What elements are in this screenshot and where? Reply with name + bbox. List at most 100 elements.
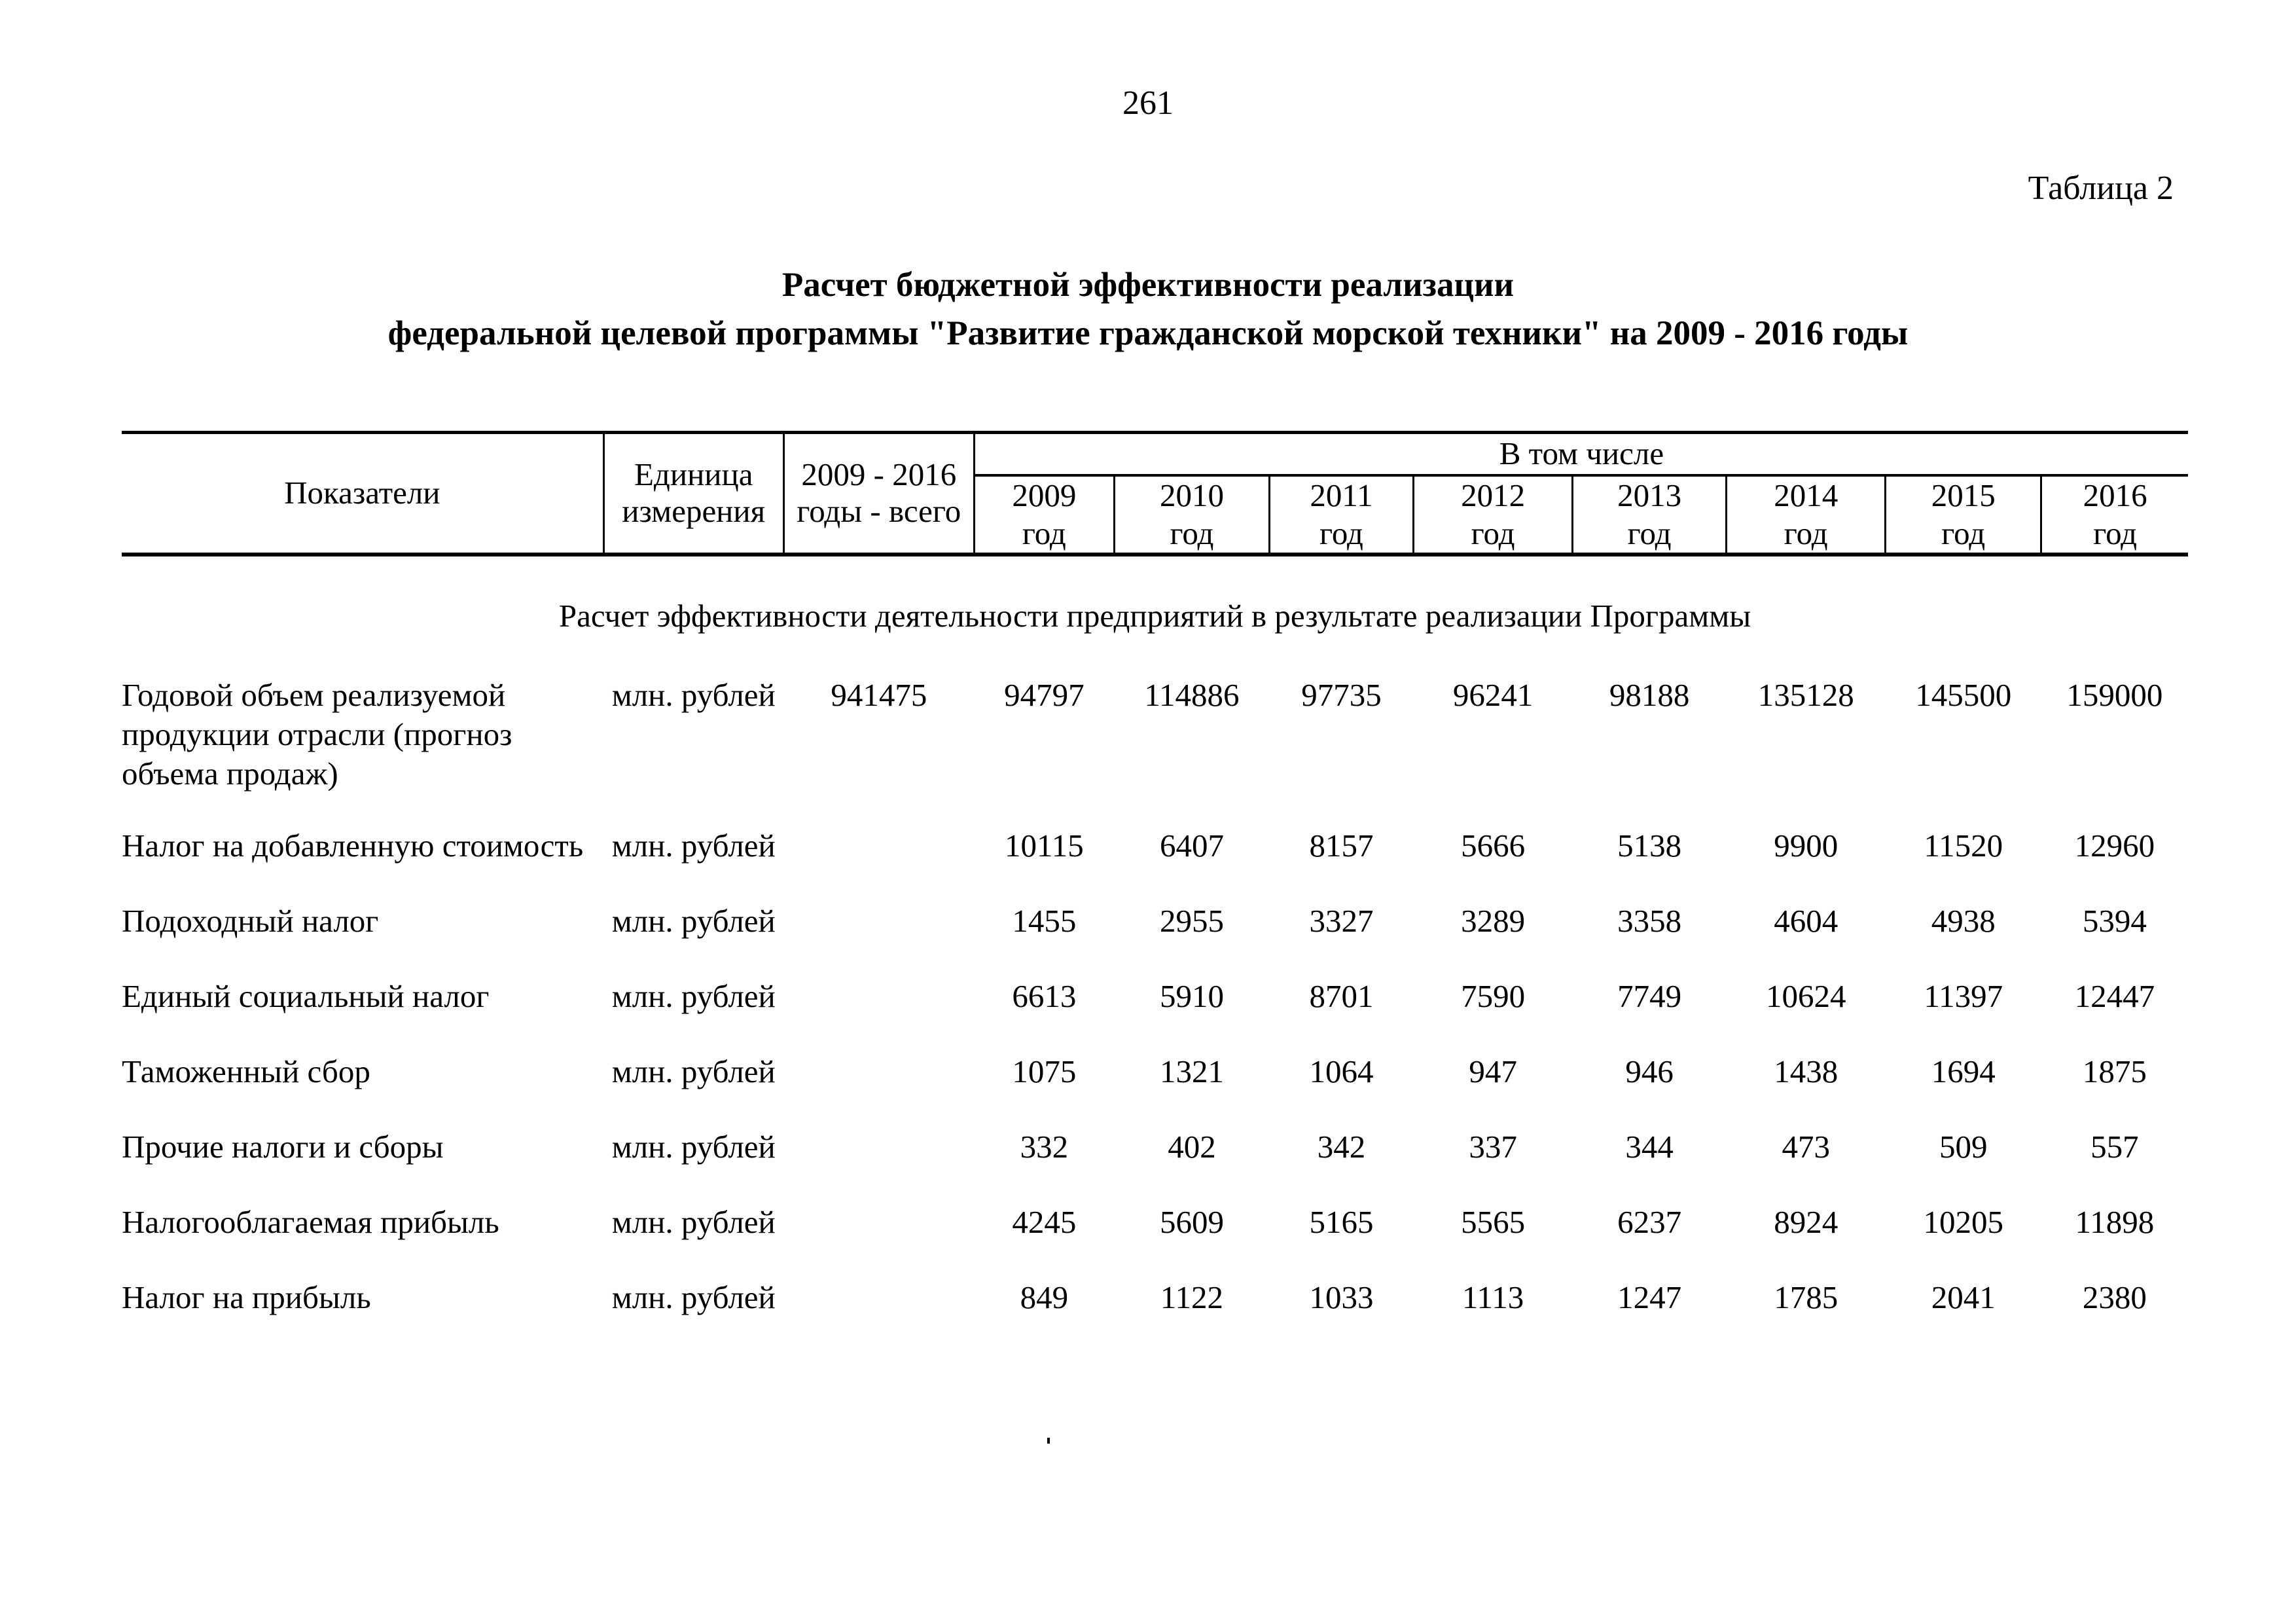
- row-indicator: Налогооблагаемая прибыль: [122, 1203, 499, 1240]
- row-value: 1064: [1309, 1053, 1374, 1089]
- row-value: 98188: [1609, 676, 1690, 713]
- row-value: 849: [1020, 1279, 1069, 1315]
- row-indicator: Подоходный налог: [122, 902, 379, 939]
- row-value: 5165: [1309, 1203, 1374, 1240]
- table-section-header: Расчет эффективности деятельности предпр…: [558, 597, 1751, 634]
- table-row: Налогооблагаемая прибыль млн. рублей 4245 5…: [122, 1203, 2188, 1278]
- row-value: 1785: [1774, 1279, 1839, 1315]
- row-value: 11397: [1924, 977, 2003, 1014]
- row-total: [783, 826, 974, 902]
- row-value: 946: [1625, 1053, 1674, 1089]
- row-value: 11520: [1924, 827, 2003, 864]
- row-value: 94797: [1004, 676, 1085, 713]
- row-value: 135128: [1757, 676, 1854, 713]
- row-value: 1033: [1309, 1279, 1374, 1315]
- row-indicator: Прочие налоги и сборы: [122, 1128, 444, 1165]
- row-value: 145500: [1915, 676, 2012, 713]
- row-value: 1321: [1159, 1053, 1224, 1089]
- row-value: 12960: [2074, 827, 2155, 864]
- row-value: 4245: [1012, 1203, 1077, 1240]
- col-header-total: 2009 - 2016 годы - всего: [783, 432, 975, 556]
- row-value: 8924: [1774, 1203, 1839, 1240]
- row-value: 114886: [1144, 676, 1240, 713]
- row-total: [783, 1127, 974, 1203]
- document-title: Расчет бюджетной эффективности реализаци…: [0, 261, 2296, 357]
- row-value: 2955: [1159, 902, 1224, 939]
- row-indicator: Единый социальный налог: [122, 977, 490, 1014]
- row-value: 6407: [1159, 827, 1224, 864]
- row-indicator: Налог на добавленную стоимость: [122, 827, 584, 864]
- row-value: 5394: [2082, 902, 2147, 939]
- row-value: 1122: [1160, 1279, 1224, 1315]
- row-unit: млн. рублей: [611, 1053, 776, 1089]
- row-value: 11898: [2075, 1203, 2155, 1240]
- title-line-1: Расчет бюджетной эффективности реализаци…: [781, 266, 1515, 304]
- row-unit: млн. рублей: [611, 1203, 776, 1240]
- row-value: 10115: [1005, 827, 1084, 864]
- row-value: 3327: [1309, 902, 1374, 939]
- row-value: 342: [1317, 1128, 1366, 1165]
- row-value: 3358: [1617, 902, 1682, 939]
- row-value: 8157: [1309, 827, 1374, 864]
- col-header-year-2009: 2009 год: [974, 475, 1115, 556]
- col-header-year-2012: 2012 год: [1412, 475, 1573, 556]
- col-header-year-2016: 2016 год: [2040, 475, 2188, 556]
- col-header-year-2015: 2015 год: [1884, 475, 2041, 556]
- row-value: 10624: [1765, 977, 1846, 1014]
- row-unit: млн. рублей: [611, 1128, 776, 1165]
- table-caption: Таблица 2: [2028, 170, 2174, 207]
- row-unit: млн. рублей: [611, 827, 776, 864]
- row-indicator: Годовой объем реализуемой продукции отра…: [122, 676, 512, 792]
- col-header-unit: Единица измерения: [603, 432, 785, 556]
- row-value: 1075: [1012, 1053, 1077, 1089]
- table-row: Налог на прибыль млн. рублей 849 1122 1033 11…: [122, 1278, 2188, 1353]
- table-row: Годовой объем реализуемой продукции отра…: [122, 676, 2188, 826]
- row-unit: млн. рублей: [611, 902, 776, 939]
- table-row: Таможенный сбор млн. рублей 1075 1321 1064 94…: [122, 1052, 2188, 1127]
- row-unit: млн. рублей: [611, 1279, 776, 1315]
- col-header-year-2013: 2013 год: [1571, 475, 1727, 556]
- row-unit: млн. рублей: [611, 977, 776, 1014]
- row-value: 2041: [1931, 1279, 1996, 1315]
- row-indicator: Таможенный сбор: [122, 1053, 370, 1089]
- title-line-2: федеральной целевой программы "Развитие …: [387, 314, 1909, 352]
- budget-efficiency-table: Показатели Единица измерения 2009 - 2016…: [122, 431, 2188, 1353]
- row-total: [783, 1052, 974, 1127]
- row-value: 1455: [1012, 902, 1077, 939]
- row-total: [783, 902, 974, 977]
- row-value: 12447: [2074, 977, 2155, 1014]
- row-total: [783, 1203, 974, 1278]
- row-value: 509: [1939, 1128, 1988, 1165]
- row-value: 1875: [2082, 1053, 2147, 1089]
- row-value: 97735: [1301, 676, 1382, 713]
- col-header-year-2011: 2011 год: [1268, 475, 1414, 556]
- row-value: 3289: [1461, 902, 1526, 939]
- row-value: 5138: [1617, 827, 1682, 864]
- row-value: 7749: [1617, 977, 1682, 1014]
- row-value: 4938: [1931, 902, 1996, 939]
- row-value: 5609: [1159, 1203, 1224, 1240]
- row-value: 96241: [1452, 676, 1534, 713]
- row-value: 6613: [1012, 977, 1077, 1014]
- row-value: 947: [1469, 1053, 1517, 1089]
- section-row: Расчет эффективности деятельности предпр…: [122, 555, 2188, 676]
- row-value: 6237: [1617, 1203, 1682, 1240]
- row-value: 9900: [1774, 827, 1839, 864]
- row-indicator: Налог на прибыль: [122, 1279, 371, 1315]
- table-row: Подоходный налог млн. рублей 1455 2955 3327 3…: [122, 902, 2188, 977]
- row-value: 344: [1625, 1128, 1674, 1165]
- row-value: 5565: [1461, 1203, 1526, 1240]
- row-value: 159000: [2066, 676, 2163, 713]
- row-value: 1694: [1931, 1053, 1996, 1089]
- col-header-year-2014: 2014 год: [1725, 475, 1886, 556]
- row-value: 337: [1469, 1128, 1517, 1165]
- col-header-including: В том числе: [974, 432, 2188, 477]
- row-value: 10205: [1923, 1203, 2004, 1240]
- page-number: 261: [1122, 84, 1174, 122]
- row-value: 4604: [1774, 902, 1839, 939]
- row-value: 7590: [1461, 977, 1526, 1014]
- row-total: [783, 1278, 974, 1353]
- row-value: 1113: [1462, 1279, 1524, 1315]
- row-value: 5666: [1461, 827, 1526, 864]
